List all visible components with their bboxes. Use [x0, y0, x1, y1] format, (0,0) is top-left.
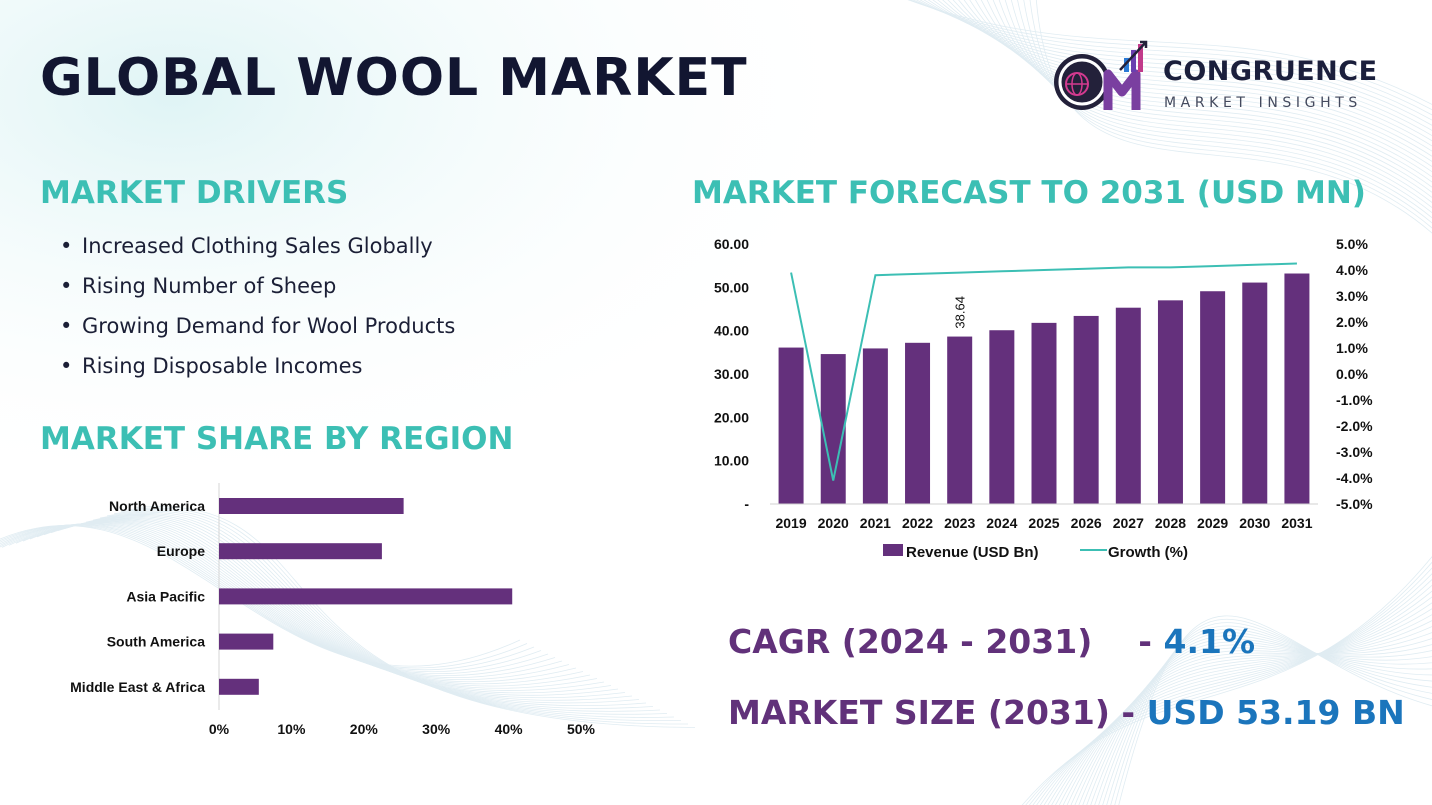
bullet-icon: • — [60, 234, 73, 258]
market-size-value: USD 53.19 BN — [1146, 693, 1405, 732]
market-size-separator: - — [1121, 693, 1136, 732]
market-share-title: MARKET SHARE BY REGION — [40, 421, 514, 457]
market-size-stat: MARKET SIZE (2031) - USD 53.19 BN — [728, 693, 1405, 732]
logo-subtitle: MARKET INSIGHTS — [1164, 95, 1362, 111]
driver-text: Growing Demand for Wool Products — [82, 314, 456, 338]
forecast-title: MARKET FORECAST TO 2031 (USD MN) — [692, 175, 1366, 211]
cagr-separator: - — [1138, 622, 1152, 661]
driver-text: Increased Clothing Sales Globally — [82, 234, 433, 258]
bullet-icon: • — [60, 354, 73, 378]
cagr-value: 4.1% — [1163, 622, 1256, 661]
cagr-label: CAGR (2024 - 2031) — [728, 622, 1093, 661]
market-size-label: MARKET SIZE (2031) — [728, 693, 1110, 732]
driver-item: • Rising Disposable Incomes — [60, 352, 455, 392]
logo-name: CONGRUENCE — [1163, 56, 1378, 87]
company-logo: CONGRUENCE MARKET INSIGHTS — [1046, 40, 1396, 120]
driver-item: • Increased Clothing Sales Globally — [60, 232, 455, 272]
market-drivers-title: MARKET DRIVERS — [40, 175, 349, 211]
bullet-icon: • — [60, 274, 73, 298]
bullet-icon: • — [60, 314, 73, 338]
page-title: GLOBAL WOOL MARKET — [40, 48, 748, 108]
driver-item: • Growing Demand for Wool Products — [60, 312, 455, 352]
drivers-list: • Increased Clothing Sales Globally • Risi… — [60, 232, 455, 392]
driver-text: Rising Number of Sheep — [82, 274, 337, 298]
driver-item: • Rising Number of Sheep — [60, 272, 455, 312]
driver-text: Rising Disposable Incomes — [82, 354, 363, 378]
cagr-stat: CAGR (2024 - 2031) - 4.1% — [728, 622, 1255, 661]
globe-bar-chart-logo-icon — [1054, 40, 1148, 110]
